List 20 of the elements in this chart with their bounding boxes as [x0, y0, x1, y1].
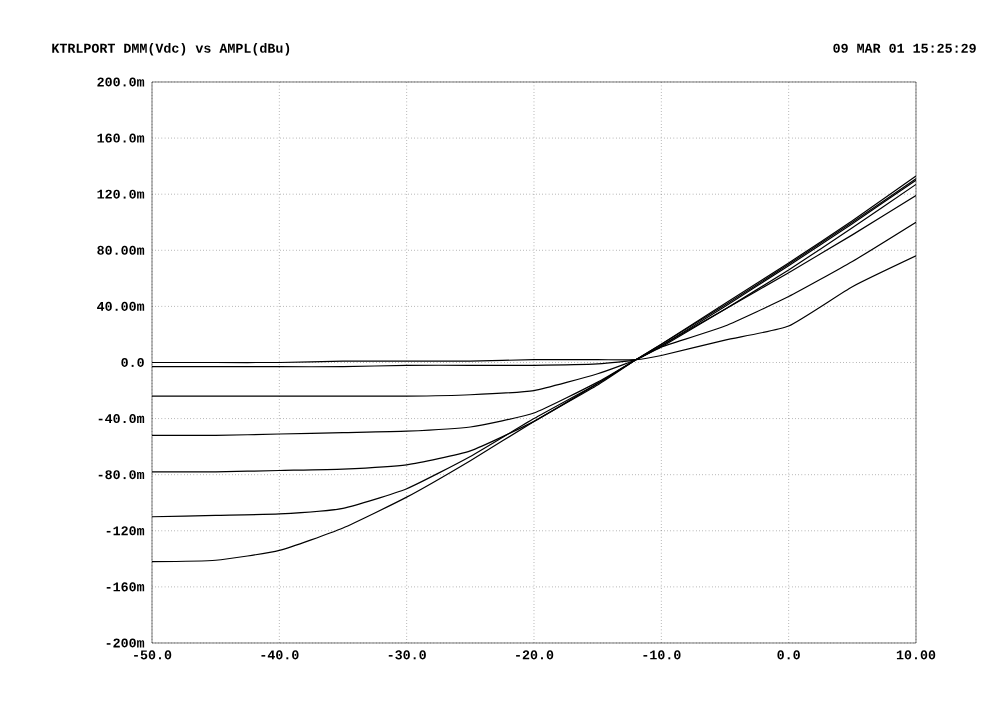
y-tick-label: 80.00m [97, 245, 145, 255]
x-tick-label: 0.0 [777, 650, 800, 660]
y-tick-label: -160m [106, 582, 145, 592]
y-tick-label: -40.0m [98, 414, 145, 424]
chart-subtitle: 09 MAR 01 15:25:29 [833, 43, 976, 53]
y-tick-label: 200.0m [97, 77, 145, 87]
x-tick-label: -10.0 [643, 650, 681, 660]
x-tick-label: -40.0 [261, 650, 299, 660]
x-tick-label: -20.0 [516, 650, 554, 660]
y-tick-label: 160.0m [97, 133, 145, 143]
y-tick-label: 40.00m [97, 301, 145, 311]
x-tick-label: 10.00 [896, 650, 936, 660]
y-tick-label: -200m [106, 638, 145, 648]
chart-title: KTRLPORT DMM(Vdc) vs AMPL(dBu) [52, 42, 290, 56]
y-tick-label: 120.0m [97, 189, 145, 199]
y-tick-label: -80.0m [98, 470, 145, 480]
y-tick-label: 0.0 [121, 357, 144, 368]
x-tick-label: -30.0 [388, 650, 426, 660]
x-tick-label: -50.0 [134, 650, 172, 660]
y-tick-label: -120m [106, 526, 145, 536]
